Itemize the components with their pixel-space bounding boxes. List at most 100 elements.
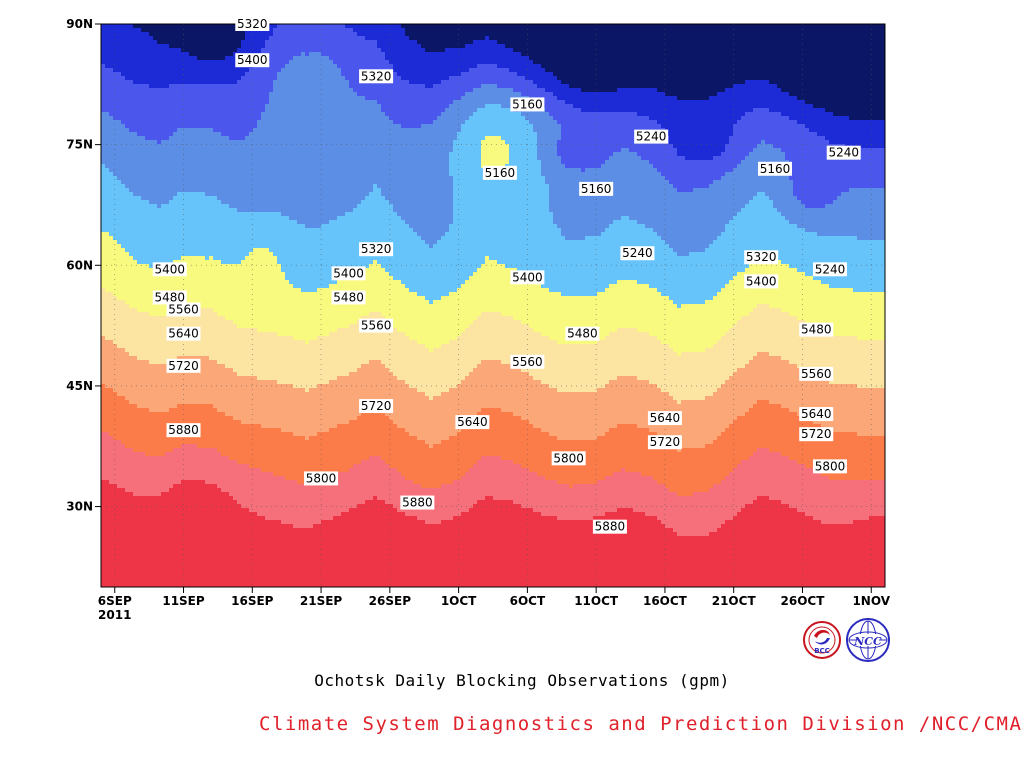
svg-text:5800: 5800 xyxy=(553,451,584,465)
svg-text:5480: 5480 xyxy=(333,290,364,304)
x-tick-label: 26SEP xyxy=(369,594,412,608)
y-tick-label: 60N xyxy=(66,258,93,272)
contour-label: 5720 xyxy=(799,427,834,442)
svg-text:5240: 5240 xyxy=(636,130,667,144)
x-tick-label: 16SEP xyxy=(231,594,274,608)
svg-text:5480: 5480 xyxy=(154,290,185,304)
x-tick-label: 6SEP xyxy=(98,594,132,608)
contour-label: 5880 xyxy=(592,519,627,534)
contour-label: 5800 xyxy=(551,451,586,466)
svg-text:5880: 5880 xyxy=(168,423,199,437)
contour-label: 5640 xyxy=(455,415,490,430)
contour-label: 5720 xyxy=(647,435,682,450)
svg-text:5880: 5880 xyxy=(402,496,433,510)
svg-text:5400: 5400 xyxy=(512,270,543,284)
contour-label: 5640 xyxy=(166,326,201,341)
contour-label: 5720 xyxy=(359,399,394,414)
x-tick-label: 11SEP xyxy=(162,594,205,608)
chart-title: Ochotsk Daily Blocking Observations (gpm… xyxy=(314,671,730,690)
contour-label: 5240 xyxy=(812,262,847,277)
svg-text:5320: 5320 xyxy=(361,242,392,256)
ncc-logo-text: NCC xyxy=(853,635,882,648)
bcc-logo: BCC xyxy=(803,621,841,659)
x-tick-label: 26OCT xyxy=(781,594,826,608)
contour-label: 5160 xyxy=(757,161,792,176)
svg-text:5720: 5720 xyxy=(168,359,199,373)
credit-line: Climate System Diagnostics and Predictio… xyxy=(259,713,1023,735)
y-tick-label: 30N xyxy=(66,500,93,514)
svg-text:5240: 5240 xyxy=(622,246,653,260)
contour-label: 5640 xyxy=(647,411,682,426)
contour-label: 5880 xyxy=(166,423,201,438)
contour-label: 5320 xyxy=(359,69,394,84)
svg-text:5720: 5720 xyxy=(801,427,832,441)
svg-text:5160: 5160 xyxy=(512,97,543,111)
contour-label: 5400 xyxy=(510,270,545,285)
svg-text:5320: 5320 xyxy=(237,17,268,31)
svg-text:5800: 5800 xyxy=(815,459,846,473)
x-tick-label: 1OCT xyxy=(441,594,477,608)
svg-text:5480: 5480 xyxy=(801,323,832,337)
contour-label: 5560 xyxy=(510,354,545,369)
y-tick-label: 45N xyxy=(66,379,93,393)
ncc-logo: NCC xyxy=(846,618,890,662)
contour-label: 5560 xyxy=(166,302,201,317)
contour-label: 5400 xyxy=(331,266,366,281)
svg-text:5640: 5640 xyxy=(168,327,199,341)
svg-text:5720: 5720 xyxy=(650,435,681,449)
svg-text:5880: 5880 xyxy=(595,520,626,534)
bcc-logo-text: BCC xyxy=(814,647,830,655)
contour-label: 5800 xyxy=(304,471,339,486)
contour-label: 5240 xyxy=(826,145,861,160)
contour-label: 5240 xyxy=(620,246,655,261)
x-tick-label: 16OCT xyxy=(643,594,688,608)
svg-text:5320: 5320 xyxy=(361,69,392,83)
axis-layer: 6SEP 11SEP 16SEP 21SEP 26SEP 1OCT 6OCT 11OCT 16O… xyxy=(66,17,890,622)
x-tick-label: 6OCT xyxy=(510,594,546,608)
contour-label: 5800 xyxy=(812,459,847,474)
grid-layer xyxy=(101,24,885,587)
contour-label-layer: 5320 5400 5320 5160 5240 5240 5160 5160 5160 5320… xyxy=(152,17,861,534)
svg-text:5400: 5400 xyxy=(746,274,777,288)
svg-text:5400: 5400 xyxy=(333,266,364,280)
contour-label: 5480 xyxy=(331,290,366,305)
contour-label: 5160 xyxy=(510,97,545,112)
svg-text:5160: 5160 xyxy=(581,182,612,196)
contour-label: 5560 xyxy=(799,366,834,381)
svg-text:5720: 5720 xyxy=(361,399,392,413)
x-year-label: 2011 xyxy=(98,608,131,622)
contour-label: 5480 xyxy=(565,326,600,341)
svg-text:5560: 5560 xyxy=(168,303,199,317)
x-tick-label: 21SEP xyxy=(300,594,343,608)
contour-label: 5160 xyxy=(579,181,614,196)
contour-label: 5160 xyxy=(482,165,517,180)
contour-label: 5400 xyxy=(235,53,270,68)
svg-text:5240: 5240 xyxy=(828,146,859,160)
svg-text:5800: 5800 xyxy=(306,471,337,485)
y-tick-label: 75N xyxy=(66,138,93,152)
contour-fill-layer xyxy=(101,24,885,587)
svg-text:5640: 5640 xyxy=(650,411,681,425)
svg-text:5160: 5160 xyxy=(485,166,516,180)
svg-text:5640: 5640 xyxy=(457,415,488,429)
contour-label: 5720 xyxy=(166,358,201,373)
plot-area xyxy=(101,24,885,587)
svg-text:5560: 5560 xyxy=(512,355,543,369)
svg-text:5560: 5560 xyxy=(361,319,392,333)
contour-label: 5320 xyxy=(359,242,394,257)
svg-text:5400: 5400 xyxy=(154,262,185,276)
contour-label: 5560 xyxy=(359,318,394,333)
svg-text:5560: 5560 xyxy=(801,367,832,381)
svg-text:5640: 5640 xyxy=(801,407,832,421)
svg-text:5400: 5400 xyxy=(237,53,268,67)
contour-label: 5320 xyxy=(744,250,779,265)
x-tick-label: 1NOV xyxy=(852,594,890,608)
x-tick-label: 11OCT xyxy=(574,594,619,608)
svg-text:5240: 5240 xyxy=(815,262,846,276)
plot-frame xyxy=(100,23,886,588)
contour-label: 5480 xyxy=(152,290,187,305)
svg-text:5480: 5480 xyxy=(567,327,598,341)
x-tick-label: 21OCT xyxy=(712,594,757,608)
svg-text:5320: 5320 xyxy=(746,250,777,264)
